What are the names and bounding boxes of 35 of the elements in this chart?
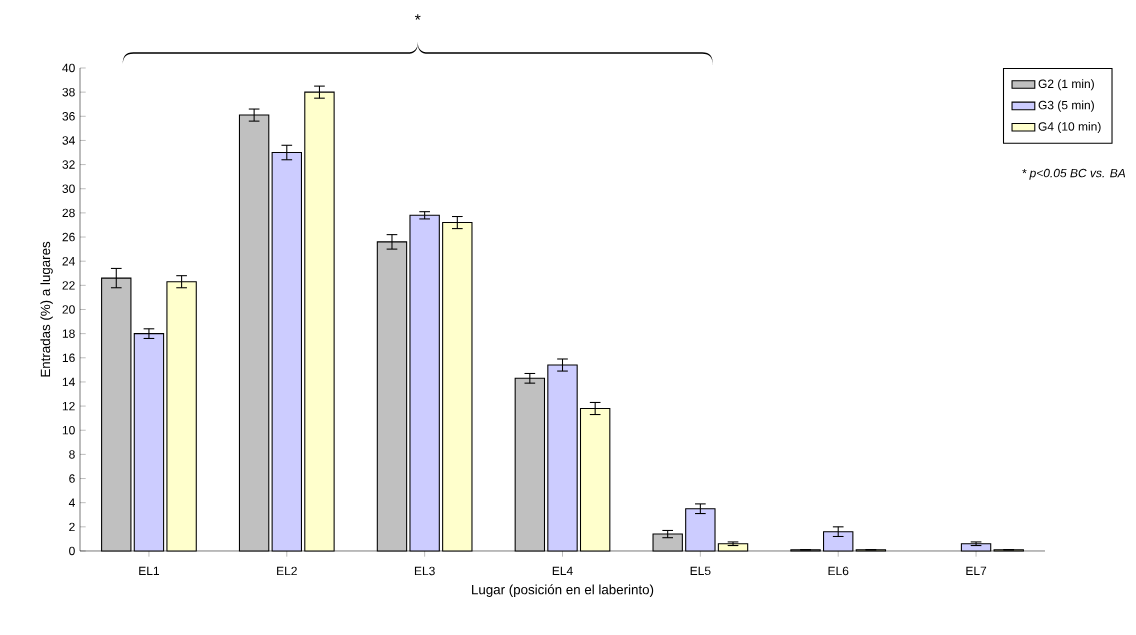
y-tick-label: 10 bbox=[62, 425, 75, 435]
y-tick-label: 0 bbox=[69, 546, 75, 556]
x-tick-label: EL2 bbox=[277, 566, 297, 576]
annotation: * p<0.05 BC vs. BA bbox=[1022, 168, 1126, 180]
y-tick-label: 34 bbox=[62, 136, 75, 145]
y-tick-label: 38 bbox=[62, 87, 75, 97]
y-tick-label: 6 bbox=[69, 474, 75, 483]
y-tick-label: 14 bbox=[62, 377, 75, 387]
y-tick-label: 4 bbox=[68, 498, 75, 507]
y-tick-label: 28 bbox=[62, 208, 75, 218]
y-tick-label: 18 bbox=[62, 329, 75, 338]
x-tick-label: EL4 bbox=[552, 566, 573, 575]
y-tick-label: 32 bbox=[62, 160, 75, 169]
legend-label: G3 (5 min) bbox=[1038, 100, 1094, 112]
y-tick-label: 26 bbox=[62, 232, 75, 242]
y-tick-label: 2 bbox=[69, 522, 75, 532]
legend-label: G2 (1 min) bbox=[1038, 79, 1094, 91]
y-tick-label: 22 bbox=[62, 281, 75, 290]
y-tick-label: 40 bbox=[62, 63, 75, 73]
legend-label: G4 (10 min) bbox=[1038, 121, 1101, 134]
x-tick-label: EL1 bbox=[139, 566, 160, 575]
y-tick-label: 20 bbox=[62, 305, 75, 314]
y-axis-title: Entradas (%) a lugares bbox=[40, 241, 53, 377]
x-tick-label: EL5 bbox=[690, 566, 711, 576]
x-tick-label: EL3 bbox=[414, 566, 435, 576]
text: * bbox=[414, 14, 421, 20]
y-tick-label: 16 bbox=[62, 353, 75, 363]
x-tick-label: EL7 bbox=[966, 566, 987, 575]
y-tick-label: 36 bbox=[62, 112, 75, 121]
y-tick-label: 12 bbox=[62, 401, 75, 411]
y-tick-label: 24 bbox=[62, 256, 75, 266]
x-tick-label: EL6 bbox=[828, 566, 849, 576]
y-tick-label: 8 bbox=[69, 450, 75, 459]
y-tick-label: 30 bbox=[62, 184, 75, 193]
x-axis-title: Lugar (posición en el laberinto) bbox=[472, 584, 654, 597]
